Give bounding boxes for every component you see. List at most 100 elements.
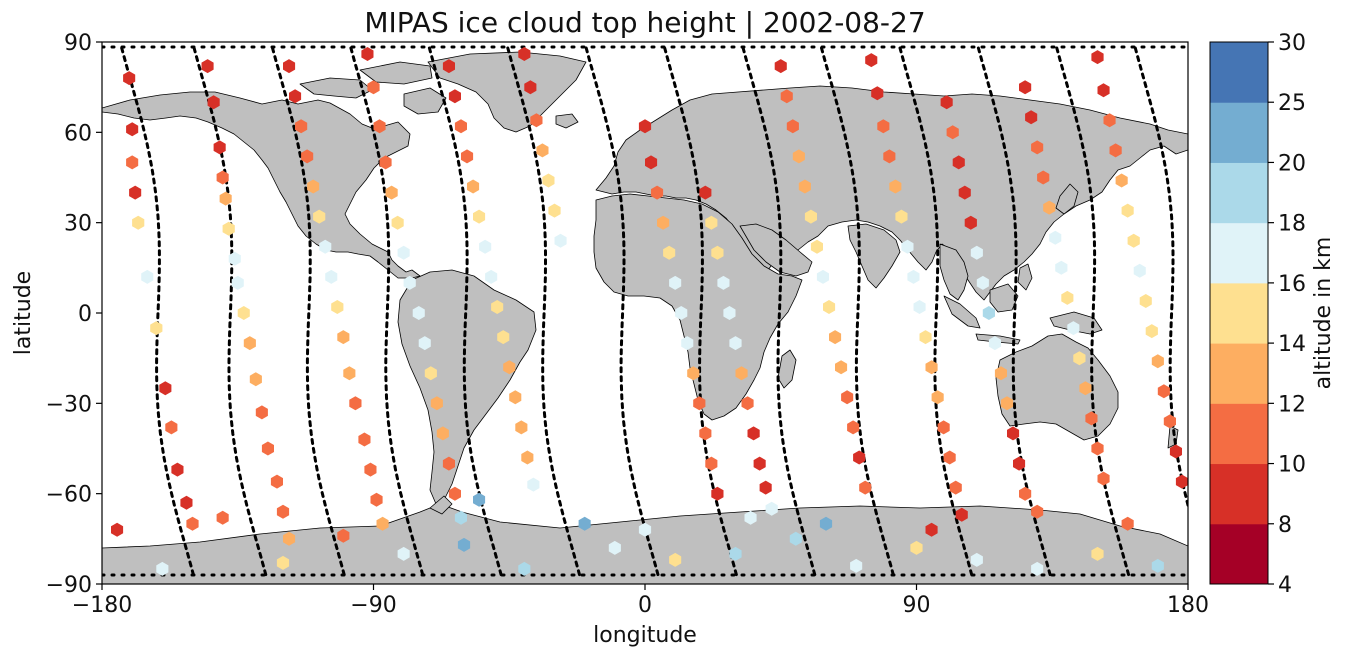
cloud-hexagon [237, 306, 250, 320]
x-axis-label: longitude [593, 623, 697, 648]
cloud-hexagon [729, 336, 742, 351]
cloud-hexagon [403, 275, 416, 290]
cloud-hexagon [943, 450, 956, 465]
cloud-hexagon [412, 306, 425, 320]
cloud-hexagon [454, 510, 467, 525]
cloud-hexagon [448, 486, 461, 501]
chart-title: MIPAS ice cloud top height | 2002-08-27 [364, 6, 925, 39]
cloud-hexagon [1121, 516, 1134, 531]
cloud-hexagon [982, 306, 995, 320]
cloud-hexagon [111, 522, 124, 537]
cloud-hexagon [681, 336, 694, 351]
cloud-hexagon [663, 245, 676, 260]
cloud-hexagon [608, 540, 621, 555]
cloud-hexagon [219, 191, 232, 206]
x-tick-label: −90 [350, 593, 396, 618]
cloud-hexagon [711, 486, 724, 501]
cloud-hexagon [283, 59, 296, 74]
cloud-hexagon [735, 366, 748, 381]
cloud-hexagon [515, 420, 528, 435]
cloud-hexagon [180, 495, 193, 510]
cloud-hexagon [774, 59, 787, 74]
cloud-hexagon [1049, 230, 1062, 245]
colorbar-segment [1210, 222, 1268, 284]
cloud-hexagon [1037, 170, 1050, 185]
cloud-hexagon [865, 53, 878, 68]
cloud-hexagon [301, 149, 314, 164]
cloud-hexagon [1121, 203, 1134, 218]
cloud-hexagon [325, 269, 338, 284]
cloud-hexagon [741, 396, 754, 411]
cloud-hexagon [295, 119, 308, 134]
cloud-hexagon [976, 275, 989, 290]
cloud-hexagon [994, 366, 1007, 381]
cloud-hexagon [693, 396, 706, 411]
cloud-hexagon [753, 456, 766, 471]
cloud-hexagon [376, 516, 389, 531]
cloud-hexagon [473, 209, 486, 224]
orbit-track [192, 46, 269, 580]
cloud-hexagon [1151, 354, 1164, 369]
cloud-hexagon [171, 462, 184, 477]
cloud-hexagon [370, 492, 383, 507]
cloud-hexagon [910, 540, 923, 555]
colorbar-segment [1210, 282, 1268, 344]
cloud-hexagon [1031, 561, 1044, 576]
cloud-hexagon [988, 336, 1001, 351]
colorbar-label: altitude in km [1311, 237, 1336, 390]
cloud-hexagon [159, 381, 172, 396]
orbit-track [820, 46, 896, 580]
cloud-hexagon [1031, 504, 1044, 519]
cloud-hexagon [657, 215, 670, 230]
cloud-hexagon [243, 336, 256, 351]
cloud-hexagon [871, 86, 884, 101]
cloud-hexagon [430, 396, 443, 411]
cloud-hexagon [150, 321, 163, 336]
cloud-hexagon [1061, 290, 1074, 305]
y-tick-label: −90 [46, 573, 92, 598]
colorbar-tick-label: 25 [1278, 91, 1306, 116]
cloud-hexagon [337, 528, 350, 543]
colorbar-tick-label: 10 [1278, 453, 1306, 478]
cloud-hexagon [201, 59, 214, 74]
cloud-hexagon [747, 426, 760, 441]
cloud-hexagon [925, 522, 938, 537]
cloud-hexagon [1151, 558, 1164, 573]
cloud-hexagon [1097, 471, 1110, 486]
cloud-hexagon [276, 555, 290, 570]
cloud-hexagon [379, 155, 392, 170]
cloud-hexagon [759, 480, 772, 495]
colorbar-tick-label: 12 [1278, 392, 1306, 417]
cloud-hexagon [283, 531, 296, 546]
cloud-hexagon [850, 558, 863, 573]
cloud-hexagon [126, 122, 139, 137]
sumatra-land [943, 295, 981, 329]
cloud-hexagon [1091, 50, 1104, 65]
cloud-hexagon [307, 179, 320, 194]
cloud-hexagon [711, 245, 724, 260]
cloud-hexagon [509, 390, 522, 405]
colorbar-segment [1210, 42, 1268, 103]
y-tick-label: −60 [46, 483, 92, 508]
cloud-hexagon [859, 480, 872, 495]
india-land [847, 223, 901, 289]
orbit-tracks [102, 45, 1188, 580]
cloud-hexagon [518, 47, 531, 61]
cloud-hexagon [454, 119, 467, 134]
cloud-hexagon [699, 185, 712, 200]
cloud-hexagon [1133, 263, 1146, 278]
cloud-hexagon [651, 185, 664, 200]
cloud-hexagon [931, 390, 944, 405]
cloud-hexagon [1145, 324, 1158, 339]
colorbar-tick-label: 20 [1278, 151, 1306, 176]
cloud-hexagon [789, 531, 802, 546]
cloud-hexagon [358, 432, 371, 447]
cloud-hexagon [1097, 83, 1110, 98]
antarctic-peninsula-land [429, 495, 453, 515]
cloud-hexagon [1073, 351, 1086, 366]
cloud-hexagon [424, 366, 437, 381]
cloud-hexagon [485, 269, 498, 284]
cloud-hexagon [270, 474, 283, 489]
cloud-hexagon [1000, 396, 1014, 411]
cloud-hexagon [418, 336, 431, 351]
